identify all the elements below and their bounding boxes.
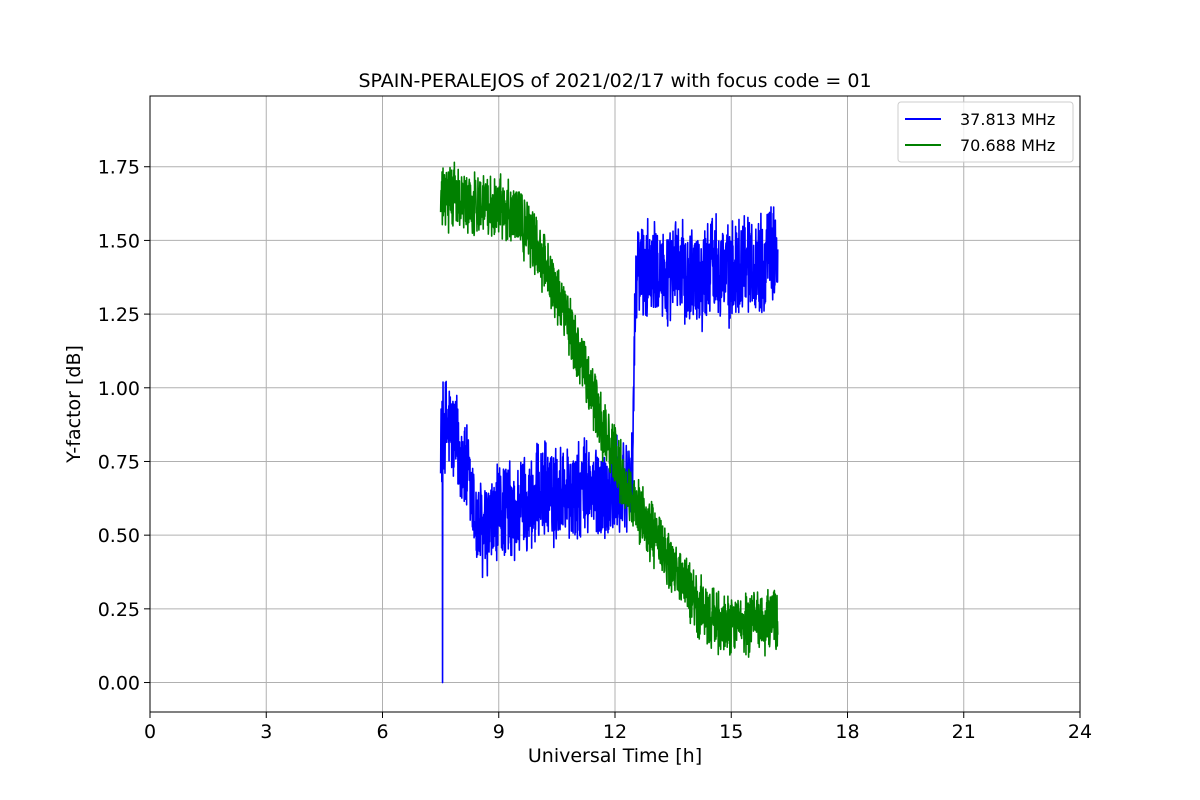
legend-box (897, 101, 1074, 163)
y-axis-title: Y-factor [dB] (63, 345, 85, 464)
chart-title: SPAIN-PERALEJOS of 2021/02/17 with focus… (358, 70, 871, 92)
tick-layer: 0 3 6 9 12 15 18 21 24 0.00 0.25 0.50 0.75 1.00 1.25 1.… (98, 157, 1092, 743)
x-tick-label: 0 (144, 721, 156, 743)
x-tick-label: 24 (1068, 721, 1092, 743)
y-tick-label: 1.50 (98, 230, 140, 252)
y-tick-label: 1.75 (98, 157, 140, 179)
y-tick-label: 1.00 (98, 378, 140, 400)
x-tick-label: 9 (493, 721, 505, 743)
x-tick-label: 21 (952, 721, 976, 743)
legend: 37.813 MHz 70.688 MHz (897, 101, 1074, 163)
legend-label-70-688: 70.688 MHz (960, 136, 1055, 155)
x-tick-label: 15 (719, 721, 743, 743)
series-line-1 (439, 161, 779, 658)
series-layer (439, 161, 779, 684)
y-tick-label: 0.75 (98, 451, 140, 473)
x-tick-label: 12 (603, 721, 627, 743)
y-tick-label: 0.00 (98, 673, 140, 695)
x-tick-label: 3 (260, 721, 272, 743)
legend-label-37-813: 37.813 MHz (960, 110, 1055, 129)
y-tick-label: 0.25 (98, 599, 140, 621)
x-tick-label: 18 (835, 721, 859, 743)
grid (149, 96, 1081, 712)
y-tick-label: 0.50 (98, 525, 140, 547)
x-axis-title: Universal Time [h] (528, 745, 702, 767)
x-tick-label: 6 (376, 721, 388, 743)
y-tick-label: 1.25 (98, 304, 140, 326)
